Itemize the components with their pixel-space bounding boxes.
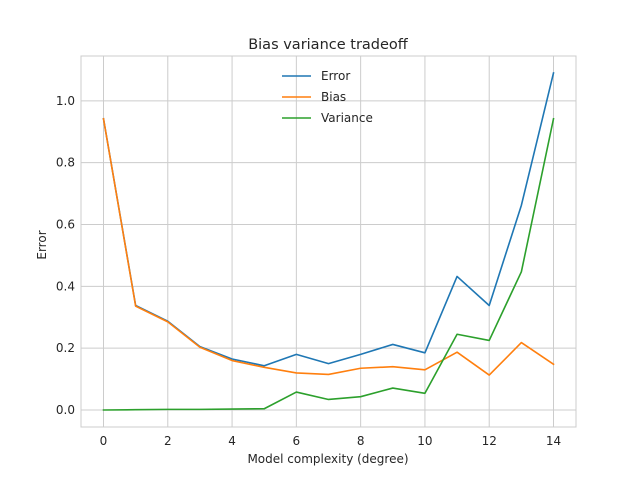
legend-item-error: Error — [282, 69, 350, 83]
series-line-bias — [102, 117, 555, 376]
x-tick-label: 10 — [417, 434, 432, 448]
x-tick-label: 6 — [293, 434, 301, 448]
x-tick-label: 14 — [546, 434, 561, 448]
series-line-variance — [102, 117, 555, 411]
x-tick-label: 2 — [164, 434, 172, 448]
chart-title: Bias variance tradeoff — [248, 37, 409, 53]
x-tick-label: 12 — [482, 434, 497, 448]
tick-labels: 0 2 4 6 8 10 12 14 0.0 0.2 0.4 0.6 0.8 1.0 — [56, 94, 561, 448]
legend: Error Bias Variance — [282, 69, 373, 125]
legend-label: Variance — [321, 111, 373, 125]
grid — [81, 56, 576, 427]
y-tick-label: 0.8 — [56, 156, 75, 170]
y-axis-label: Error — [35, 230, 49, 259]
x-tick-label: 8 — [357, 434, 365, 448]
legend-item-bias: Bias — [282, 90, 346, 104]
y-tick-label: 0.0 — [56, 403, 75, 417]
x-axis-label: Model complexity (degree) — [247, 452, 408, 466]
legend-label: Bias — [321, 90, 346, 104]
y-tick-label: 0.2 — [56, 341, 75, 355]
y-tick-label: 1.0 — [56, 94, 75, 108]
x-tick-label: 4 — [228, 434, 236, 448]
legend-item-variance: Variance — [282, 111, 373, 125]
y-tick-label: 0.6 — [56, 217, 75, 231]
plot-frame — [80, 55, 577, 428]
y-tick-label: 0.4 — [56, 279, 75, 293]
legend-label: Error — [321, 69, 350, 83]
x-tick-label: 0 — [100, 434, 108, 448]
series-lines — [102, 72, 555, 411]
